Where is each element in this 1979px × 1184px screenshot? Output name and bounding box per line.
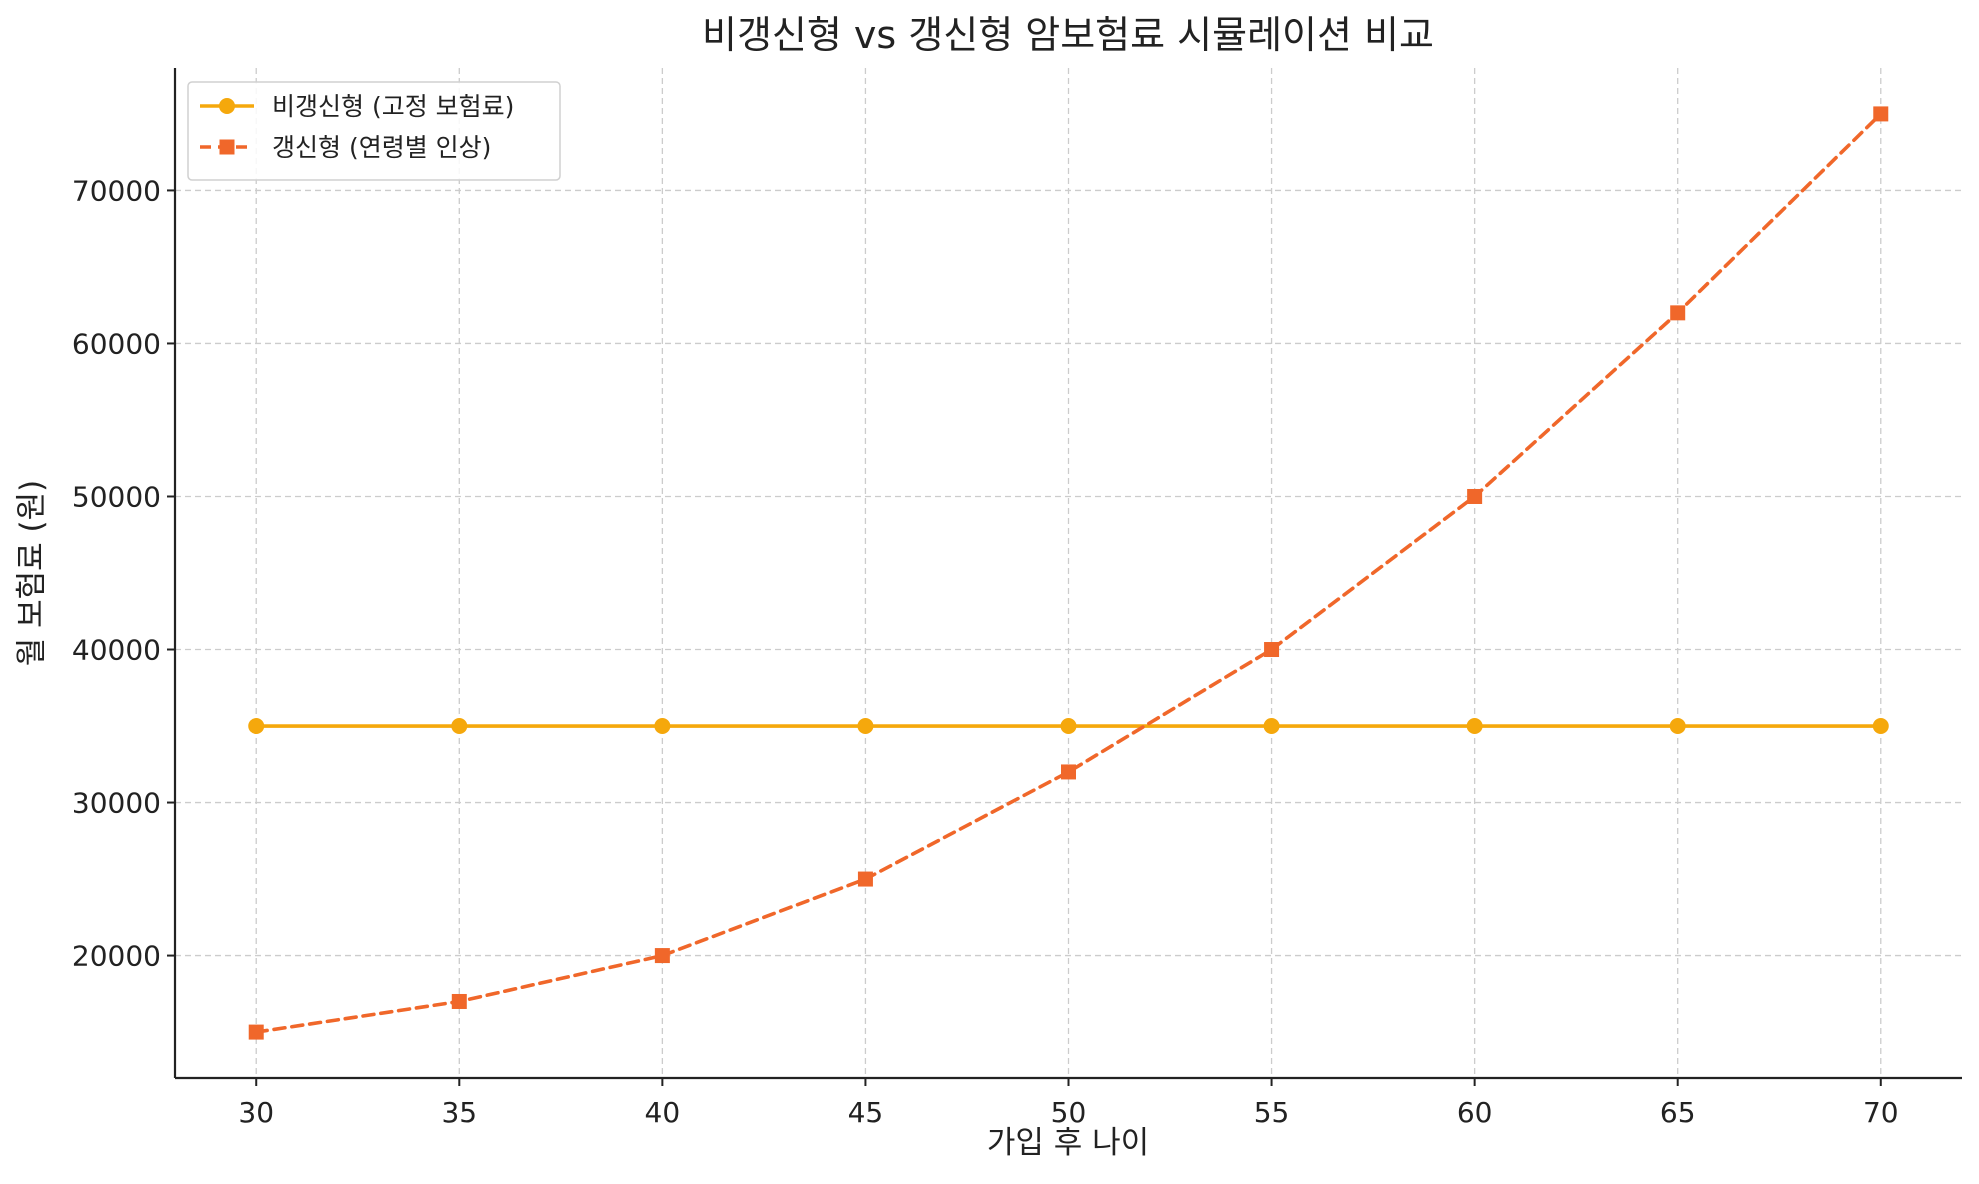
series-1 xyxy=(248,718,1889,735)
data-point-marker xyxy=(1061,764,1076,780)
axes: 30 35 40 45 50 55 60 65 70 20000 30000 40000 50000 60… xyxy=(72,68,1962,1129)
data-point-marker xyxy=(451,718,468,735)
x-tick-label: 40 xyxy=(645,1096,681,1129)
legend-swatch-marker xyxy=(219,139,235,155)
data-point-marker xyxy=(1670,305,1686,321)
data-point-marker xyxy=(248,1024,264,1040)
data-point-marker xyxy=(654,718,671,735)
y-tick-label: 30000 xyxy=(72,787,161,820)
data-point-marker xyxy=(1466,718,1483,735)
y-tick-label: 20000 xyxy=(72,940,161,973)
legend-item-1: 비갱신형 (고정 보험료) xyxy=(200,92,514,121)
legend: 비갱신형 (고정 보험료) 갱신형 (연령별 인상) xyxy=(187,81,561,181)
x-tick-label: 65 xyxy=(1660,1096,1696,1129)
data-point-marker xyxy=(1264,642,1280,658)
y-tick-label: 50000 xyxy=(72,480,161,513)
x-tick-label: 50 xyxy=(1051,1096,1087,1129)
x-tick-label: 45 xyxy=(848,1096,884,1129)
y-tick-label: 60000 xyxy=(72,327,161,360)
data-point-marker xyxy=(654,948,670,964)
data-point-marker xyxy=(1467,488,1483,504)
x-tick-label: 35 xyxy=(441,1096,477,1129)
x-tick-label: 60 xyxy=(1457,1096,1493,1129)
series-line xyxy=(254,112,1883,1034)
data-point-marker xyxy=(1263,718,1280,735)
y-axis-label: 월 보험료 (원) xyxy=(14,480,50,667)
y-tick-label: 70000 xyxy=(72,174,161,207)
series-group xyxy=(248,106,1889,1040)
legend-label: 비갱신형 (고정 보험료) xyxy=(272,92,514,121)
x-tick-label: 70 xyxy=(1863,1096,1899,1129)
data-point-marker xyxy=(1872,718,1889,735)
data-point-marker xyxy=(1873,106,1889,122)
data-point-marker xyxy=(451,993,467,1009)
data-point-marker xyxy=(857,871,873,887)
data-point-marker xyxy=(1669,718,1686,735)
data-point-marker xyxy=(248,718,265,735)
x-tick-label: 30 xyxy=(238,1096,274,1129)
data-point-marker xyxy=(857,718,874,735)
x-axis-label: 가입 후 나이 xyxy=(987,1125,1149,1161)
legend-swatch-marker xyxy=(219,98,235,114)
legend-item-2: 갱신형 (연령별 인상) xyxy=(200,133,491,162)
series-2 xyxy=(248,106,1889,1040)
legend-label: 갱신형 (연령별 인상) xyxy=(272,133,491,162)
legend-box xyxy=(187,81,561,181)
y-tick-label: 40000 xyxy=(72,634,161,667)
chart-title: 비갱신형 vs 갱신형 암보험료 시뮬레이션 비교 xyxy=(702,13,1434,57)
grid xyxy=(175,68,1962,1078)
data-point-marker xyxy=(1060,718,1077,735)
x-tick-label: 55 xyxy=(1254,1096,1290,1129)
